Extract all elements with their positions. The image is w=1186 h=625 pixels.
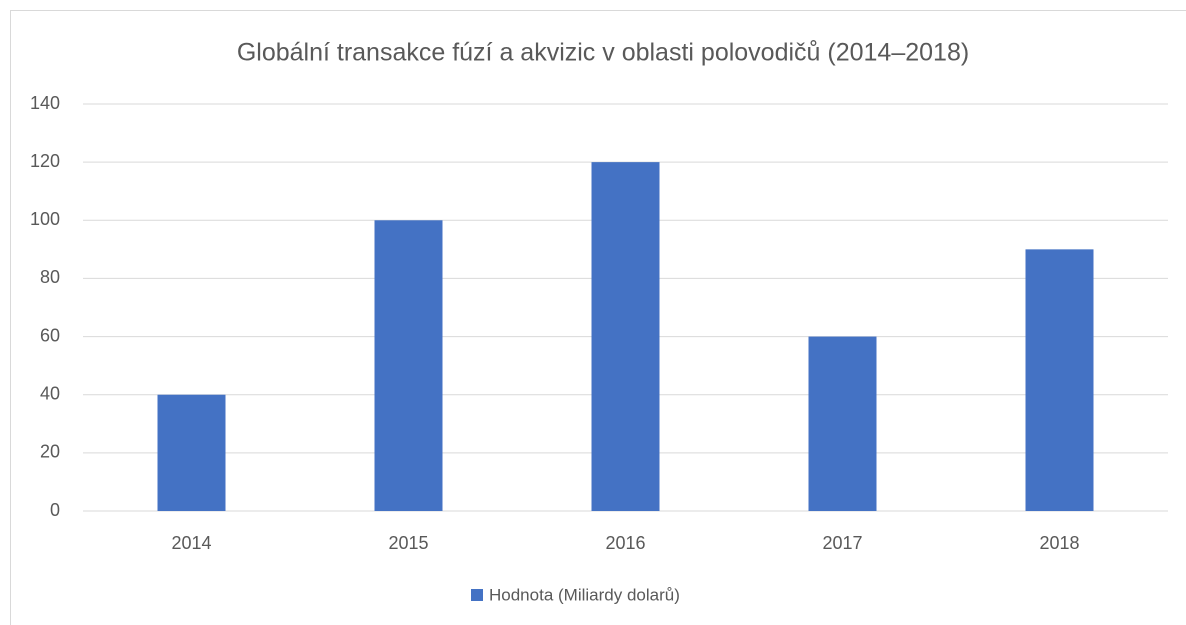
y-tick-label: 100 — [30, 209, 60, 229]
legend-label: Hodnota (Miliardy dolarů) — [489, 585, 680, 604]
x-tick-label: 2017 — [822, 533, 862, 553]
bar — [374, 220, 443, 512]
y-tick-label: 20 — [40, 442, 60, 462]
bar — [157, 394, 226, 511]
x-tick-label: 2015 — [388, 533, 428, 553]
y-tick-label: 60 — [40, 325, 60, 345]
y-tick-label: 40 — [40, 383, 60, 403]
y-tick-label: 120 — [30, 151, 60, 171]
chart-title: Globální transakce fúzí a akvizic v obla… — [237, 39, 969, 67]
x-tick-label: 2018 — [1039, 533, 1079, 553]
bar — [591, 162, 660, 511]
bar — [1025, 249, 1094, 511]
bar — [808, 336, 877, 511]
y-tick-label: 140 — [30, 93, 60, 113]
y-tick-label: 80 — [40, 267, 60, 287]
y-tick-label: 0 — [50, 500, 60, 520]
x-tick-label: 2014 — [171, 533, 211, 553]
legend-swatch — [471, 589, 483, 601]
x-tick-label: 2016 — [605, 533, 645, 553]
